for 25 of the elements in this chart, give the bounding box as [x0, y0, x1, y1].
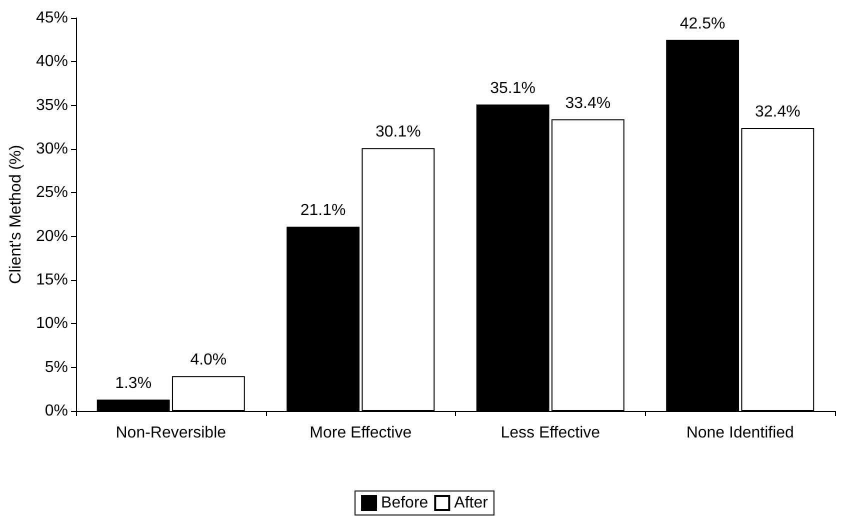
- data-label: 42.5%: [680, 15, 726, 32]
- legend-label: After: [454, 494, 489, 512]
- y-tick-label: 45%: [36, 10, 68, 26]
- data-label: 33.4%: [565, 94, 611, 112]
- data-label: 1.3%: [115, 375, 152, 392]
- y-tick-label: 30%: [36, 140, 68, 158]
- data-label: 30.1%: [375, 124, 421, 141]
- y-tick-label: 25%: [36, 184, 68, 202]
- y-tick-label: 0%: [44, 402, 68, 420]
- y-axis-title: Client's Method (%): [8, 144, 24, 284]
- x-tick-label: Non-Reversible: [116, 424, 226, 442]
- y-tick-label: 15%: [36, 272, 68, 288]
- y-tick-label: 10%: [36, 315, 68, 332]
- x-tick-label: More Effective: [310, 424, 412, 442]
- y-tick-label: 20%: [36, 228, 68, 245]
- data-label: 32.4%: [754, 104, 800, 121]
- data-label: 4.0%: [190, 352, 227, 369]
- x-tick-label: None Identified: [686, 424, 794, 442]
- y-tick-label: 35%: [36, 96, 68, 114]
- legend-label: Before: [381, 494, 428, 512]
- y-tick-label: 5%: [44, 358, 68, 376]
- x-tick-label: Less Effective: [500, 424, 600, 442]
- data-label: 21.1%: [300, 202, 346, 220]
- data-label: 35.1%: [490, 80, 536, 97]
- y-tick-label: 40%: [36, 53, 68, 70]
